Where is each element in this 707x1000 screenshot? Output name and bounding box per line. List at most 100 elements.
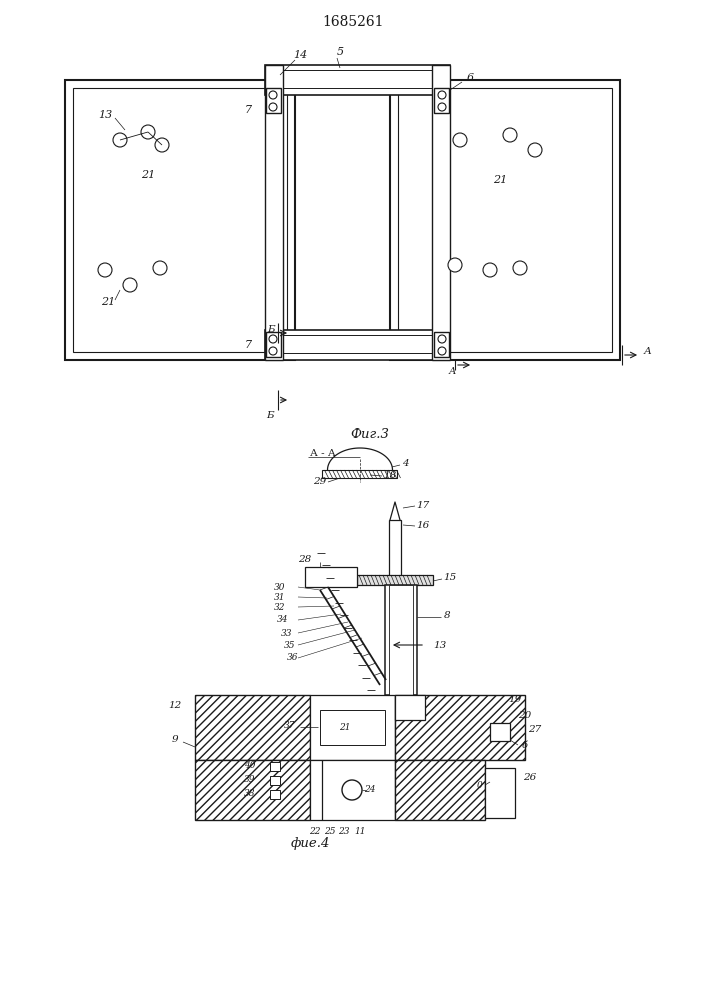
Bar bbox=[305, 567, 357, 587]
Text: 37: 37 bbox=[284, 720, 296, 730]
Bar bbox=[490, 723, 510, 741]
Bar bbox=[270, 762, 280, 771]
Text: Б: Б bbox=[267, 410, 274, 420]
Bar bbox=[432, 65, 450, 360]
Bar bbox=[265, 330, 450, 360]
Bar bbox=[73, 88, 287, 352]
Circle shape bbox=[438, 335, 446, 343]
Text: Б: Б bbox=[267, 326, 275, 334]
Text: 11: 11 bbox=[354, 828, 366, 836]
Text: 13: 13 bbox=[433, 641, 447, 650]
Text: 5: 5 bbox=[337, 47, 344, 57]
Bar bbox=[273, 335, 442, 353]
Text: А: А bbox=[448, 367, 456, 376]
Text: 26: 26 bbox=[523, 774, 537, 782]
Circle shape bbox=[438, 103, 446, 111]
Bar bbox=[273, 70, 442, 88]
Text: 21: 21 bbox=[101, 297, 115, 307]
Text: А - А: А - А bbox=[310, 450, 336, 458]
Text: Фиг.3: Фиг.3 bbox=[351, 428, 390, 442]
Circle shape bbox=[438, 91, 446, 99]
Bar bbox=[266, 332, 281, 357]
Text: 36: 36 bbox=[287, 654, 299, 662]
Circle shape bbox=[513, 261, 527, 275]
Text: 31: 31 bbox=[274, 592, 286, 601]
Text: 17: 17 bbox=[416, 500, 430, 510]
Text: 14: 14 bbox=[293, 50, 307, 60]
Bar bbox=[398, 88, 612, 352]
Text: 25: 25 bbox=[325, 828, 336, 836]
Bar bbox=[195, 760, 310, 820]
Text: 24: 24 bbox=[364, 786, 375, 794]
Text: 12: 12 bbox=[168, 700, 182, 710]
Text: 32: 32 bbox=[274, 602, 286, 611]
Circle shape bbox=[503, 128, 517, 142]
Bar bbox=[270, 776, 280, 785]
Circle shape bbox=[342, 780, 362, 800]
Text: 16: 16 bbox=[416, 520, 430, 530]
Text: 21: 21 bbox=[493, 175, 507, 185]
Text: 8: 8 bbox=[444, 610, 450, 619]
Text: 9: 9 bbox=[172, 736, 178, 744]
Text: 13: 13 bbox=[98, 110, 112, 120]
Circle shape bbox=[155, 138, 169, 152]
Text: 22: 22 bbox=[309, 828, 321, 836]
Text: 21: 21 bbox=[339, 722, 351, 732]
Bar bbox=[389, 520, 401, 580]
Text: фие.4: фие.4 bbox=[291, 838, 329, 850]
Text: 6: 6 bbox=[467, 73, 474, 83]
Bar bbox=[270, 790, 280, 799]
Circle shape bbox=[98, 263, 112, 277]
Circle shape bbox=[438, 347, 446, 355]
Circle shape bbox=[453, 133, 467, 147]
Bar bbox=[195, 695, 310, 760]
Circle shape bbox=[483, 263, 497, 277]
Text: 39: 39 bbox=[244, 774, 256, 784]
Text: 35: 35 bbox=[284, 641, 296, 650]
Circle shape bbox=[153, 261, 167, 275]
Bar bbox=[434, 332, 449, 357]
Text: 4: 4 bbox=[402, 460, 409, 468]
Text: 7: 7 bbox=[245, 105, 252, 115]
Bar bbox=[322, 470, 397, 478]
Circle shape bbox=[448, 258, 462, 272]
Bar bbox=[485, 768, 515, 818]
Circle shape bbox=[269, 91, 277, 99]
Text: 33: 33 bbox=[281, 629, 293, 638]
Bar bbox=[390, 80, 620, 360]
Text: 19: 19 bbox=[508, 696, 522, 704]
Text: 20: 20 bbox=[518, 710, 532, 720]
Bar bbox=[320, 710, 385, 745]
Bar bbox=[395, 695, 525, 760]
Text: 27: 27 bbox=[528, 726, 542, 734]
Text: 1685261: 1685261 bbox=[322, 15, 384, 29]
Text: 15: 15 bbox=[443, 574, 457, 582]
Text: 34: 34 bbox=[277, 615, 288, 624]
Circle shape bbox=[123, 278, 137, 292]
Bar bbox=[310, 695, 395, 760]
Text: 40: 40 bbox=[244, 760, 256, 770]
Circle shape bbox=[269, 347, 277, 355]
Circle shape bbox=[113, 133, 127, 147]
Text: А: А bbox=[644, 348, 652, 357]
Text: 28: 28 bbox=[298, 554, 312, 564]
Circle shape bbox=[528, 143, 542, 157]
Bar bbox=[310, 760, 395, 820]
Bar bbox=[266, 88, 281, 113]
Text: 38: 38 bbox=[244, 788, 256, 798]
Text: 0: 0 bbox=[477, 780, 483, 790]
Text: 30: 30 bbox=[274, 582, 286, 591]
Text: 18: 18 bbox=[383, 472, 397, 481]
Bar bbox=[265, 65, 450, 95]
Bar bbox=[395, 760, 485, 820]
Bar bbox=[434, 88, 449, 113]
Text: 21: 21 bbox=[141, 170, 155, 180]
Text: б: б bbox=[522, 740, 528, 750]
Text: 7: 7 bbox=[245, 340, 252, 350]
Bar bbox=[385, 585, 417, 695]
Text: 23: 23 bbox=[338, 828, 350, 836]
Circle shape bbox=[269, 103, 277, 111]
Bar bbox=[389, 585, 413, 695]
Circle shape bbox=[269, 335, 277, 343]
Bar bbox=[265, 65, 283, 360]
